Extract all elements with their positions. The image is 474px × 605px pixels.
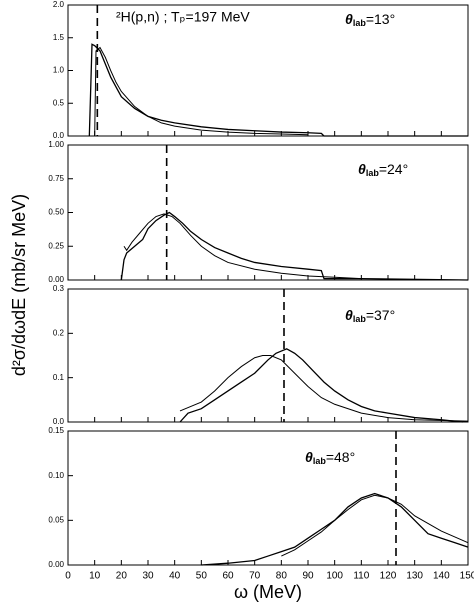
y-tick-label: 0.15 [48,426,64,435]
angle-subscript: lab [353,18,367,28]
angle-symbol: θ [305,449,313,465]
angle-label: θlab=48° [305,449,355,467]
angle-subscript: lab [353,314,367,324]
angle-subscript: lab [313,456,327,466]
x-axis-label: ω (MeV) [234,582,302,602]
theory-curve [123,213,362,280]
y-tick-label: 0.3 [53,284,65,293]
data-line [201,492,469,566]
y-tick-label: 0.0 [53,131,65,140]
x-tick-label: 150 [460,571,474,582]
x-tick-label: 80 [276,571,288,582]
panel-frame [67,288,469,423]
angle-value: =37° [366,307,395,323]
angle-label: θlab=24° [358,161,408,179]
angle-label: θlab=13° [345,11,395,29]
x-tick-label: 60 [222,571,234,582]
y-tick-label: 1.0 [53,66,65,75]
y-tick-label: 2.0 [53,0,65,9]
y-tick-label: 0.0 [53,417,65,426]
y-tick-label: 0.5 [53,98,65,107]
y-axis-label: d²σ/dωdE (mb/sr MeV) [9,194,29,376]
x-tick-label: 100 [326,571,343,582]
data-line [179,348,463,423]
angle-value: =24° [379,161,408,177]
y-tick-label: 0.05 [48,515,64,524]
data-line [88,43,468,137]
angle-value: =13° [366,11,395,27]
angle-label: θlab=37° [345,307,395,325]
y-tick-label: 0.75 [48,174,64,183]
theory-curve [281,494,469,557]
angle-value: =48° [326,449,355,465]
theory-curve [94,46,309,137]
data-line [120,211,469,281]
x-tick-label: 30 [142,571,154,582]
x-tick-label: 120 [380,571,397,582]
x-tick-label: 110 [353,571,369,582]
y-tick-label: 0.2 [53,328,65,337]
y-tick-label: 0.00 [48,275,64,284]
y-tick-label: 0.25 [48,241,64,250]
x-tick-label: 40 [169,571,181,582]
panel-frame [67,430,469,566]
x-tick-label: 20 [116,571,128,582]
y-tick-label: 0.10 [48,471,64,480]
x-tick-label: 140 [433,571,450,582]
y-tick-label: 0.50 [48,208,64,217]
x-tick-label: 130 [406,571,423,582]
x-tick-label: 10 [89,571,101,582]
x-tick-label: 70 [249,571,261,582]
x-tick-label: 50 [196,571,208,582]
theory-curve [179,355,469,422]
angle-symbol: θ [345,11,353,27]
angle-subscript: lab [366,168,380,178]
x-tick-label: 90 [302,571,314,582]
y-tick-label: 0.00 [48,560,64,569]
reaction-label: ²H(p,n) ; Tₚ=197 MeV [116,9,250,25]
y-tick-label: 1.00 [48,140,64,149]
x-tick-label: 0 [65,571,71,582]
angle-symbol: θ [345,307,353,323]
y-tick-label: 1.5 [53,33,65,42]
angle-symbol: θ [358,161,366,177]
y-tick-label: 0.1 [53,373,65,382]
